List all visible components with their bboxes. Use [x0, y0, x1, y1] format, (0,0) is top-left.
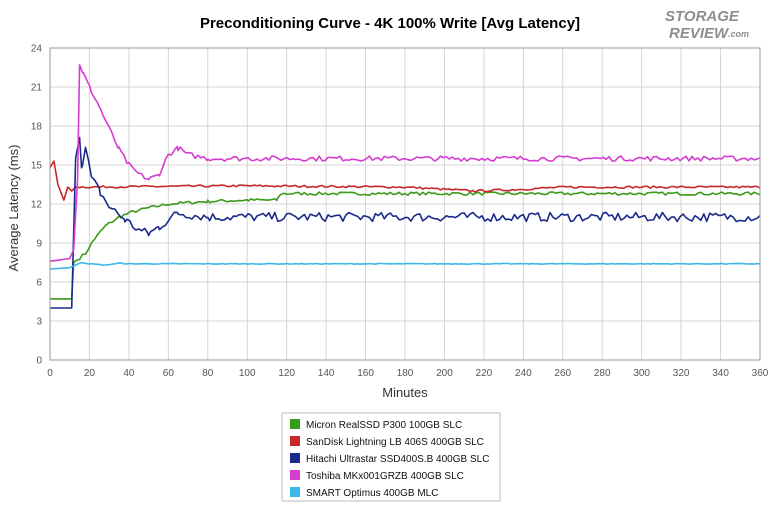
x-tick-label: 40: [123, 368, 135, 379]
x-axis-label: Minutes: [382, 385, 428, 400]
x-tick-label: 20: [84, 368, 96, 379]
legend-swatch: [290, 453, 300, 463]
y-tick-label: 9: [36, 239, 42, 250]
y-axis-label: Average Latency (ms): [6, 145, 21, 272]
x-tick-label: 320: [673, 368, 690, 379]
grid-lines: [49, 47, 761, 361]
series-line-3: [50, 136, 761, 309]
legend-label: SanDisk Lightning LB 406S 400GB SLC: [306, 437, 484, 448]
x-tick-label: 140: [318, 368, 335, 379]
x-tick-label: 60: [163, 368, 175, 379]
x-tick-label: 340: [712, 368, 729, 379]
x-tick-label: 200: [436, 368, 453, 379]
legend-swatch: [290, 436, 300, 446]
x-tick-label: 180: [397, 368, 414, 379]
y-tick-label: 15: [31, 161, 43, 172]
legend-label: Toshiba MKx001GRZB 400GB SLC: [306, 471, 464, 482]
plot-frame: [49, 47, 761, 361]
x-tick-label: 160: [357, 368, 374, 379]
x-tick-label: 100: [239, 368, 256, 379]
series-line-1: [50, 191, 761, 300]
series-line-4: [49, 64, 761, 262]
y-tick-label: 0: [36, 356, 42, 367]
y-tick-label: 21: [31, 83, 43, 94]
y-tick-label: 18: [31, 122, 43, 133]
x-tick-label: 220: [476, 368, 493, 379]
y-tick-label: 3: [36, 317, 42, 328]
x-tick-label: 280: [594, 368, 611, 379]
y-tick-label: 24: [31, 44, 43, 55]
x-tick-label: 360: [752, 368, 769, 379]
x-tick-label: 240: [515, 368, 532, 379]
series-line-5: [49, 261, 761, 270]
logo-line2: REVIEW: [669, 25, 730, 42]
y-tick-label: 6: [36, 278, 42, 289]
legend-label: Hitachi Ultrastar SSD400S.B 400GB SLC: [306, 454, 489, 465]
x-tick-label: 300: [633, 368, 650, 379]
storagereview-logo: STORAGE REVIEW .com: [665, 8, 749, 42]
legend-label: SMART Optimus 400GB MLC: [306, 488, 438, 499]
plot-area: [49, 64, 761, 309]
legend-box: [281, 412, 501, 502]
x-tick-label: 80: [202, 368, 214, 379]
legend-swatch: [290, 419, 300, 429]
logo-line1: STORAGE: [665, 8, 740, 25]
x-tick-label: 260: [554, 368, 571, 379]
series-line-2: [49, 160, 761, 201]
x-tick-label: 0: [47, 368, 53, 379]
y-tick-label: 12: [31, 200, 43, 211]
x-tick-label: 120: [278, 368, 295, 379]
chart-title: Preconditioning Curve - 4K 100% Write [A…: [200, 15, 580, 32]
logo-suffix: .com: [728, 29, 749, 39]
legend: Micron RealSSD P300 100GB SLC SanDisk Lig…: [281, 412, 501, 502]
legend-swatch: [290, 487, 300, 497]
legend-swatch: [290, 470, 300, 480]
legend-label: Micron RealSSD P300 100GB SLC: [306, 420, 462, 431]
